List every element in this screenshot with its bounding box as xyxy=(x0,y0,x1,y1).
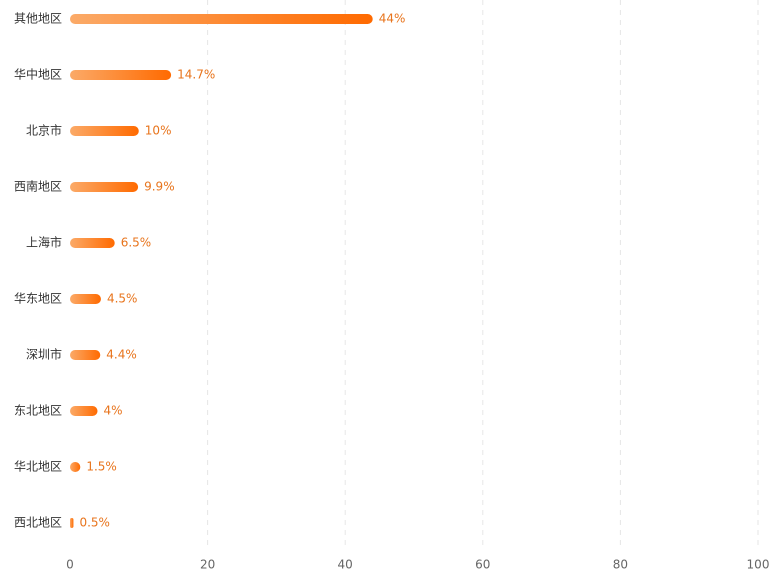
value-label: 1.5% xyxy=(86,460,117,474)
bar xyxy=(70,70,172,80)
bar xyxy=(70,294,101,304)
value-label: 10% xyxy=(145,124,172,138)
value-label: 0.5% xyxy=(79,516,110,530)
value-label: 4.4% xyxy=(106,348,137,362)
y-tick-label: 华北地区 xyxy=(14,460,62,474)
x-tick-label: 100 xyxy=(747,558,770,572)
y-tick-label: 华东地区 xyxy=(14,292,62,306)
x-tick-label: 20 xyxy=(200,558,215,572)
bar xyxy=(70,14,373,24)
y-tick-label: 上海市 xyxy=(26,235,62,250)
value-label: 4.5% xyxy=(107,292,137,306)
y-tick-label: 华中地区 xyxy=(14,67,62,82)
bar xyxy=(70,182,139,192)
value-label: 44% xyxy=(379,12,406,26)
y-tick-label: 深圳市 xyxy=(26,347,62,362)
value-label: 9.9% xyxy=(144,180,175,194)
x-tick-label: 40 xyxy=(338,558,353,572)
value-label: 4% xyxy=(104,404,123,418)
bar xyxy=(70,462,81,472)
x-tick-label: 80 xyxy=(613,558,628,572)
bar xyxy=(70,350,101,360)
y-tick-label: 西北地区 xyxy=(14,516,62,530)
bar xyxy=(70,406,98,416)
bar xyxy=(70,518,74,528)
y-tick-label: 西南地区 xyxy=(14,179,62,194)
bar xyxy=(70,238,115,248)
value-label: 14.7% xyxy=(177,68,215,82)
y-tick-label: 东北地区 xyxy=(14,404,62,418)
value-label: 6.5% xyxy=(121,236,152,250)
x-tick-label: 60 xyxy=(475,558,490,572)
y-tick-label: 北京市 xyxy=(26,123,62,138)
x-tick-label: 0 xyxy=(66,558,74,572)
bar xyxy=(70,126,139,136)
y-tick-label: 其他地区 xyxy=(14,12,62,26)
